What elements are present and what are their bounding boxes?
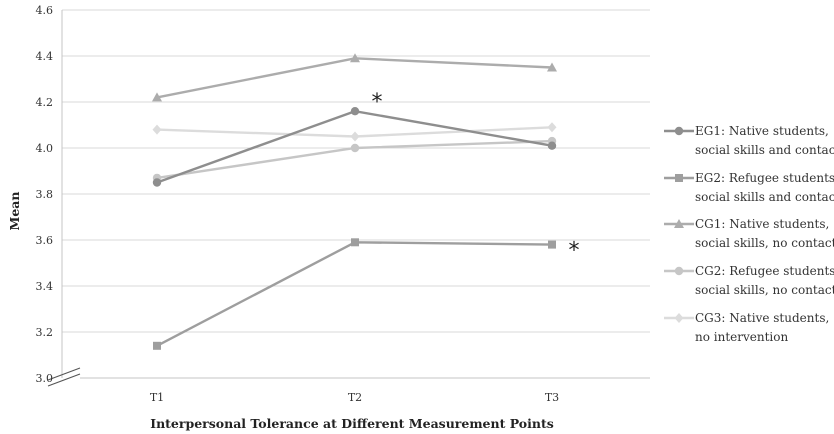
legend-label: social skills, no contact	[695, 283, 834, 297]
data-point	[547, 141, 557, 150]
data-point	[152, 178, 162, 187]
legend-label: CG1: Native students,	[695, 217, 829, 231]
y-tick-label: 3.2	[36, 326, 54, 339]
legend: EG1: Native students, social skills and c…	[664, 124, 834, 344]
legend-label: social skills and contact	[695, 143, 834, 157]
data-point	[547, 62, 557, 72]
legend-label: EG2: Refugee students,	[695, 171, 834, 185]
legend-label: social skills and contact	[695, 190, 834, 204]
data-point	[152, 124, 162, 135]
series-lines	[152, 53, 557, 350]
data-point	[152, 92, 162, 102]
y-tick-label: 3.4	[36, 280, 54, 293]
axis-break-mark	[47, 367, 81, 381]
legend-swatch-marker	[674, 266, 684, 276]
data-point	[350, 131, 360, 142]
legend-label: social skills, no contact	[695, 236, 834, 250]
data-point	[350, 143, 360, 153]
y-tick-label: 4.0	[36, 142, 54, 155]
axis-break-mark	[47, 373, 81, 387]
series-3	[152, 53, 557, 102]
legend-item: CG2: Refugee students, social skills, no …	[664, 264, 834, 297]
y-tick-label: 3.6	[36, 234, 54, 247]
y-tick-label: 4.2	[36, 96, 54, 109]
y-tick-label: 4.6	[36, 4, 54, 17]
data-point	[350, 53, 360, 63]
legend-label: CG3: Native students,	[695, 311, 829, 325]
x-tick-label: T1	[150, 391, 164, 404]
series-5	[152, 122, 557, 142]
legend-swatch-marker	[674, 219, 684, 228]
legend-swatch-marker	[674, 126, 684, 136]
data-point	[350, 107, 360, 116]
series-4	[152, 136, 557, 183]
series-1	[152, 107, 557, 187]
y-tick-label: 3.8	[36, 188, 54, 201]
legend-swatch-marker	[674, 313, 684, 323]
y-tick-label: 3.0	[36, 372, 54, 385]
series-2	[153, 238, 556, 350]
legend-label: EG1: Native students,	[695, 124, 829, 138]
annotations: **	[372, 90, 580, 263]
legend-item: EG1: Native students, social skills and c…	[664, 124, 834, 157]
legend-label: CG2: Refugee students,	[695, 264, 834, 278]
y-tick-label: 4.4	[36, 50, 54, 63]
data-point	[548, 240, 556, 249]
legend-label: no intervention	[695, 330, 788, 344]
series-line	[156, 57, 553, 99]
legend-item: CG3: Native students, no intervention	[664, 311, 829, 344]
x-tick-label: T2	[348, 391, 362, 404]
data-point	[153, 341, 161, 350]
significance-star: *	[372, 90, 383, 115]
series-line	[156, 241, 553, 347]
y-tick-labels: 3.0 3.2 3.4 3.6 3.8 4.0 4.2 4.4 4.6	[36, 4, 54, 385]
legend-item: CG1: Native students, social skills, no c…	[664, 217, 834, 250]
x-tick-label: T3	[545, 391, 559, 404]
axes	[47, 10, 650, 387]
legend-item: EG2: Refugee students, social skills and …	[664, 171, 834, 204]
data-point	[547, 122, 557, 133]
y-axis-label: Mean	[7, 192, 22, 231]
x-axis-label: Interpersonal Tolerance at Different Mea…	[150, 416, 554, 431]
legend-swatch-marker	[675, 174, 683, 182]
data-point	[351, 238, 359, 247]
x-tick-labels: T1 T2 T3	[150, 391, 559, 404]
significance-star: *	[569, 239, 580, 264]
